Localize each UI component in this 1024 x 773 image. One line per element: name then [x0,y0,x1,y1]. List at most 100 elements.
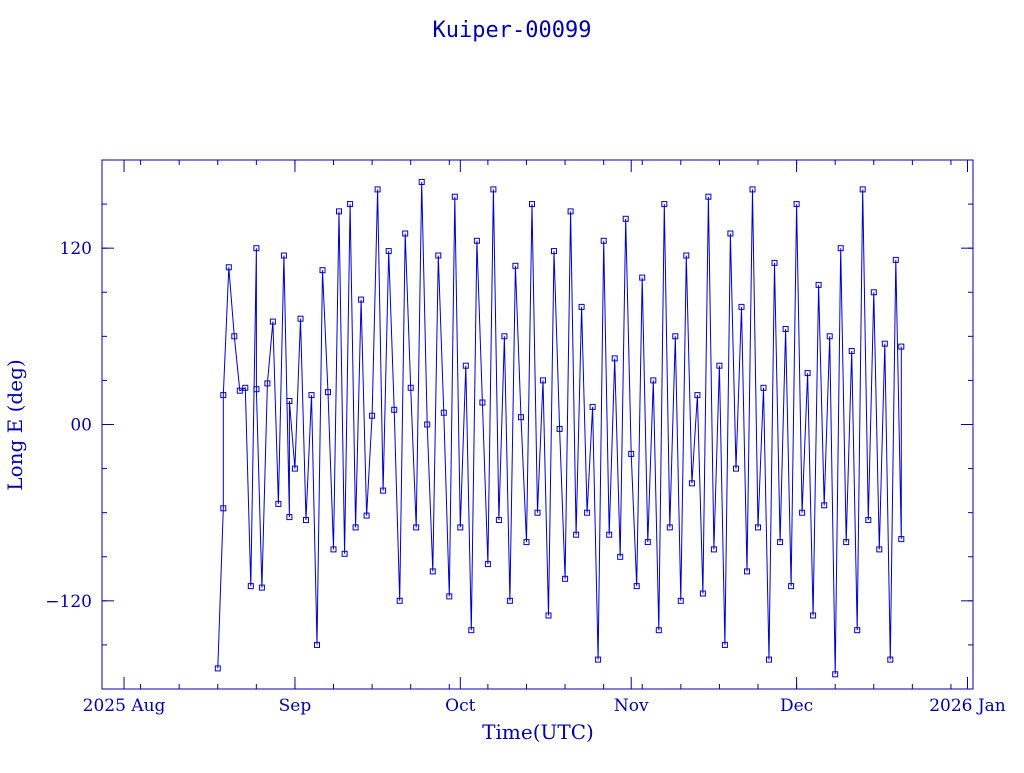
data-point [247,583,254,590]
data-point [280,252,287,259]
data-point [363,512,370,519]
data-point [854,627,861,634]
data-point [253,386,260,393]
data-point [683,252,690,259]
data-point [523,539,530,546]
data-point [220,392,227,399]
data-point [628,450,635,457]
data-point [325,389,331,396]
data-point [435,252,442,259]
data-point [462,362,469,369]
data-point [214,665,221,672]
data-point [617,553,624,560]
data-point [666,524,673,531]
x-axis-label: Time(UTC) [482,720,594,744]
data-point [286,398,293,404]
data-point [705,193,712,200]
data-point [269,318,276,325]
data-point [650,377,657,384]
data-point [424,421,431,428]
data-point [291,465,298,472]
data-point [396,597,403,604]
data-point [898,343,905,350]
data-point [314,641,320,648]
data-point [694,392,701,399]
x-tick-label: Oct [445,696,475,716]
data-point [777,539,784,546]
data-point [352,524,359,531]
data-point [336,208,342,215]
data-point [253,245,260,252]
data-point [225,264,232,271]
data-point [264,380,271,387]
data-point [843,539,850,546]
y-axis-label: Long E (deg) [3,359,27,490]
y-tick-label: 00 [70,416,92,436]
data-point [518,414,524,421]
x-tick-label: Sep [279,696,312,716]
data-point [578,303,585,310]
data-point [721,641,728,648]
data-point [788,583,795,590]
data-point [385,248,392,255]
data-point [457,524,464,531]
data-point [556,425,563,432]
data-point [220,505,227,512]
data-point [358,296,365,303]
data-point [898,536,905,543]
data-point [303,517,309,523]
data-point [859,186,866,193]
data-point [402,230,409,237]
data-point [832,671,839,678]
data-point [407,384,414,391]
data-point [837,245,844,252]
data-point [429,568,436,575]
data-point [242,384,249,391]
data-point [451,193,458,200]
series-line [217,181,902,675]
data-point [870,289,877,296]
data-point [677,597,684,604]
data-point [440,409,447,416]
data-point [655,627,662,634]
data-point [611,355,618,362]
data-point [848,348,855,354]
data-point [661,201,668,208]
data-point [380,487,387,494]
data-point [413,524,420,531]
data-point [446,593,453,600]
x-tick-label: 2025 Aug [83,696,166,716]
data-point [887,656,894,663]
data-point [529,201,535,208]
x-tick-label: Nov [614,696,649,716]
data-point [876,546,883,553]
series-group [214,179,905,678]
data-point [622,215,629,222]
data-point [738,303,745,310]
data-point [826,333,833,340]
data-point [484,561,491,568]
data-point [633,583,640,590]
data-point [347,201,354,208]
data-point [468,627,475,634]
data-point [479,399,486,406]
data-point [892,256,899,263]
data-point [512,262,519,269]
data-point [710,546,717,553]
data-point [545,612,552,619]
data-point [782,326,789,332]
data-point [501,333,508,340]
data-point [760,384,767,391]
data-point [799,509,806,516]
data-point [275,500,282,507]
data-point [716,362,723,369]
data-point [297,315,304,322]
data-point [639,274,646,281]
data-point [699,590,706,597]
data-point [374,186,381,193]
data-point [341,550,348,557]
data-point [644,539,651,546]
data-point [865,517,872,523]
data-point [473,237,480,244]
